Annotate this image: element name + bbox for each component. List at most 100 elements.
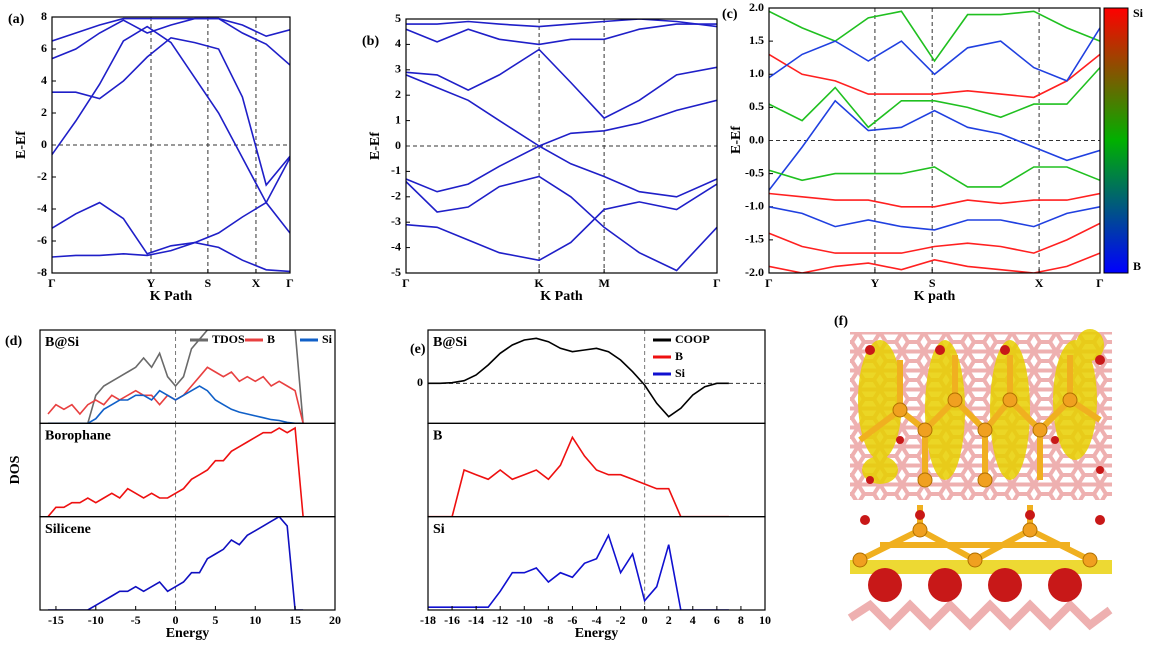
x-axis-title: K path	[914, 289, 956, 304]
legend-label: TDOS	[212, 332, 245, 346]
x-tick-label: S	[205, 276, 212, 290]
x-tick-label: 10	[759, 613, 771, 627]
x-tick-label: -15	[48, 613, 64, 627]
y-tick-label: -2	[391, 189, 401, 203]
x-tick-label: X	[252, 276, 261, 290]
legend-label: B	[675, 349, 683, 363]
y-axis-title: E-Ef	[729, 126, 744, 154]
x-tick-label: -12	[492, 613, 508, 627]
structure-image-part-part	[988, 568, 1022, 602]
structure-image-part-part	[858, 340, 902, 460]
panel-title: Silicene	[45, 522, 91, 537]
y-axis-title: E-Ef	[14, 131, 29, 159]
figure: (a)-8-6-4-202468ΓYSXΓK PathE-Ef(b)-5-4-3…	[0, 0, 1157, 649]
structure-image-part-part	[896, 436, 904, 444]
legend-label: Si	[322, 332, 333, 346]
y-tick-label: 0.0	[749, 132, 764, 146]
panel-label: (c)	[722, 7, 738, 22]
y-tick-label: 4	[41, 73, 47, 87]
colorbar	[1104, 8, 1128, 273]
structure-image-part-part	[913, 523, 927, 537]
legend-label: B	[267, 332, 275, 346]
structure-image-part-part	[1003, 393, 1017, 407]
y-tick-label: 0	[41, 137, 47, 151]
y-tick-label: 1	[395, 112, 401, 126]
structure-image-part-part	[935, 345, 945, 355]
panel-title: Si	[433, 522, 445, 537]
x-tick-label: M	[598, 276, 609, 290]
structure-image-part-part	[928, 568, 962, 602]
x-tick-label: -4	[592, 613, 602, 627]
structure-image-part-part	[868, 568, 902, 602]
x-tick-label: -2	[616, 613, 626, 627]
y-tick-label: 0.5	[749, 99, 764, 113]
panel-label: (a)	[8, 12, 25, 27]
x-tick-label: X	[1035, 276, 1044, 290]
structure-image-part-part	[865, 345, 875, 355]
x-tick-label: Γ	[48, 276, 56, 290]
panel-label: (b)	[362, 34, 379, 49]
x-tick-label: -16	[444, 613, 460, 627]
x-tick-label: 6	[714, 613, 720, 627]
structure-image-part-part	[1095, 355, 1105, 365]
panel-title: Borophane	[45, 429, 111, 444]
x-tick-label: Γ	[765, 276, 773, 290]
x-tick-label: Y	[147, 276, 156, 290]
x-tick-label: -6	[567, 613, 577, 627]
y-tick-label: 6	[41, 41, 47, 55]
x-tick-label: -10	[516, 613, 532, 627]
panel-label: (d)	[5, 334, 22, 349]
x-tick-label: 4	[690, 613, 696, 627]
y-tick-label: -1.0	[745, 199, 764, 213]
x-tick-label: 0	[173, 613, 179, 627]
x-tick-label: 0	[642, 613, 648, 627]
x-tick-label: -10	[88, 613, 104, 627]
x-tick-label: 2	[666, 613, 672, 627]
y-tick-label: 5	[395, 11, 401, 25]
x-tick-label: Γ	[713, 276, 721, 290]
x-axis-title: K Path	[150, 289, 193, 304]
x-tick-label: -14	[468, 613, 484, 627]
y-tick-label: -3	[391, 214, 401, 228]
structure-image-part-part	[1048, 568, 1082, 602]
structure-image-part-part	[1083, 553, 1097, 567]
x-tick-label: Γ	[286, 276, 294, 290]
y-tick-label: -0.5	[745, 165, 764, 179]
y-tick-label: -8	[37, 265, 47, 279]
x-tick-label: -8	[543, 613, 553, 627]
x-tick-label: 20	[329, 613, 341, 627]
colorbar-label: Si	[1133, 6, 1144, 20]
structure-image-part-part	[1063, 393, 1077, 407]
structure-image-part-part	[1023, 523, 1037, 537]
legend-label: COOP	[675, 332, 710, 346]
colorbar-label: B	[1133, 259, 1141, 273]
y-tick-label: 1.5	[749, 33, 764, 47]
x-tick-label: Y	[871, 276, 880, 290]
x-axis-title: Energy	[575, 626, 619, 641]
structure-image-part-part	[1000, 345, 1010, 355]
y-tick-label: -2.0	[745, 265, 764, 279]
x-axis-title: Energy	[166, 626, 210, 641]
x-tick-label: 8	[738, 613, 744, 627]
y-tick-label: 0	[417, 375, 423, 389]
y-tick-label: 2	[395, 87, 401, 101]
structure-image-part-part	[918, 473, 932, 487]
panel-label: (f)	[834, 314, 848, 329]
panel-title: B@Si	[433, 335, 467, 350]
panel-title: B@Si	[45, 335, 79, 350]
y-tick-label: 4	[395, 36, 401, 50]
structure-image-part-part	[893, 403, 907, 417]
structure-image-part-part	[968, 553, 982, 567]
x-tick-label: 10	[249, 613, 261, 627]
structure-image-part-part	[1025, 510, 1035, 520]
x-axis-title: K Path	[540, 289, 583, 304]
y-tick-label: -4	[37, 201, 47, 215]
x-tick-label: S	[929, 276, 936, 290]
y-tick-label: 3	[395, 62, 401, 76]
y-tick-label: 0	[395, 138, 401, 152]
background	[0, 0, 1157, 649]
y-tick-label: -1	[391, 163, 401, 177]
panel-title: B	[433, 429, 442, 444]
y-tick-label: -1.5	[745, 232, 764, 246]
structure-image-part-part	[1095, 515, 1105, 525]
